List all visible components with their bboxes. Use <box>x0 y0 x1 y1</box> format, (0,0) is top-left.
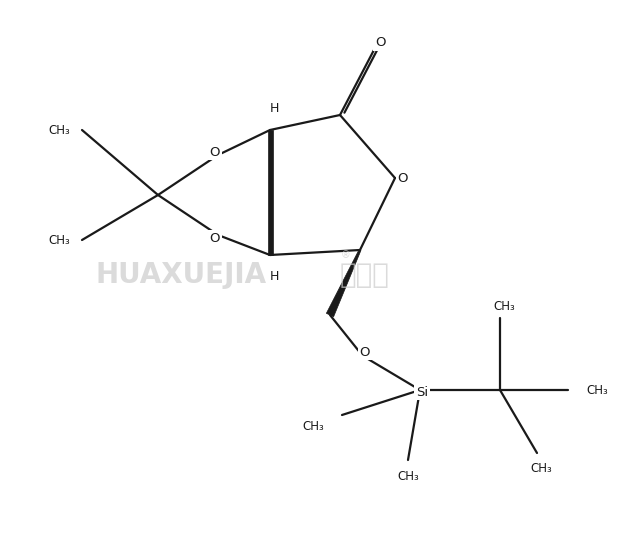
Text: CH₃: CH₃ <box>48 124 70 136</box>
Text: CH₃: CH₃ <box>302 421 324 433</box>
Text: 化学加: 化学加 <box>340 261 390 289</box>
Text: O: O <box>210 231 220 245</box>
Text: CH₃: CH₃ <box>586 384 608 397</box>
Text: H: H <box>270 101 279 115</box>
Text: H: H <box>270 271 279 284</box>
Text: HUAXUEJIA: HUAXUEJIA <box>95 261 266 289</box>
Text: ®: ® <box>341 250 351 260</box>
Polygon shape <box>326 249 361 317</box>
Text: O: O <box>210 146 220 158</box>
Polygon shape <box>268 130 273 255</box>
Text: O: O <box>375 36 385 50</box>
Text: O: O <box>360 345 370 359</box>
Text: CH₃: CH₃ <box>493 300 515 312</box>
Text: CH₃: CH₃ <box>397 470 419 482</box>
Text: CH₃: CH₃ <box>48 233 70 246</box>
Text: CH₃: CH₃ <box>530 463 552 475</box>
Text: Si: Si <box>416 385 428 399</box>
Text: O: O <box>397 172 408 184</box>
